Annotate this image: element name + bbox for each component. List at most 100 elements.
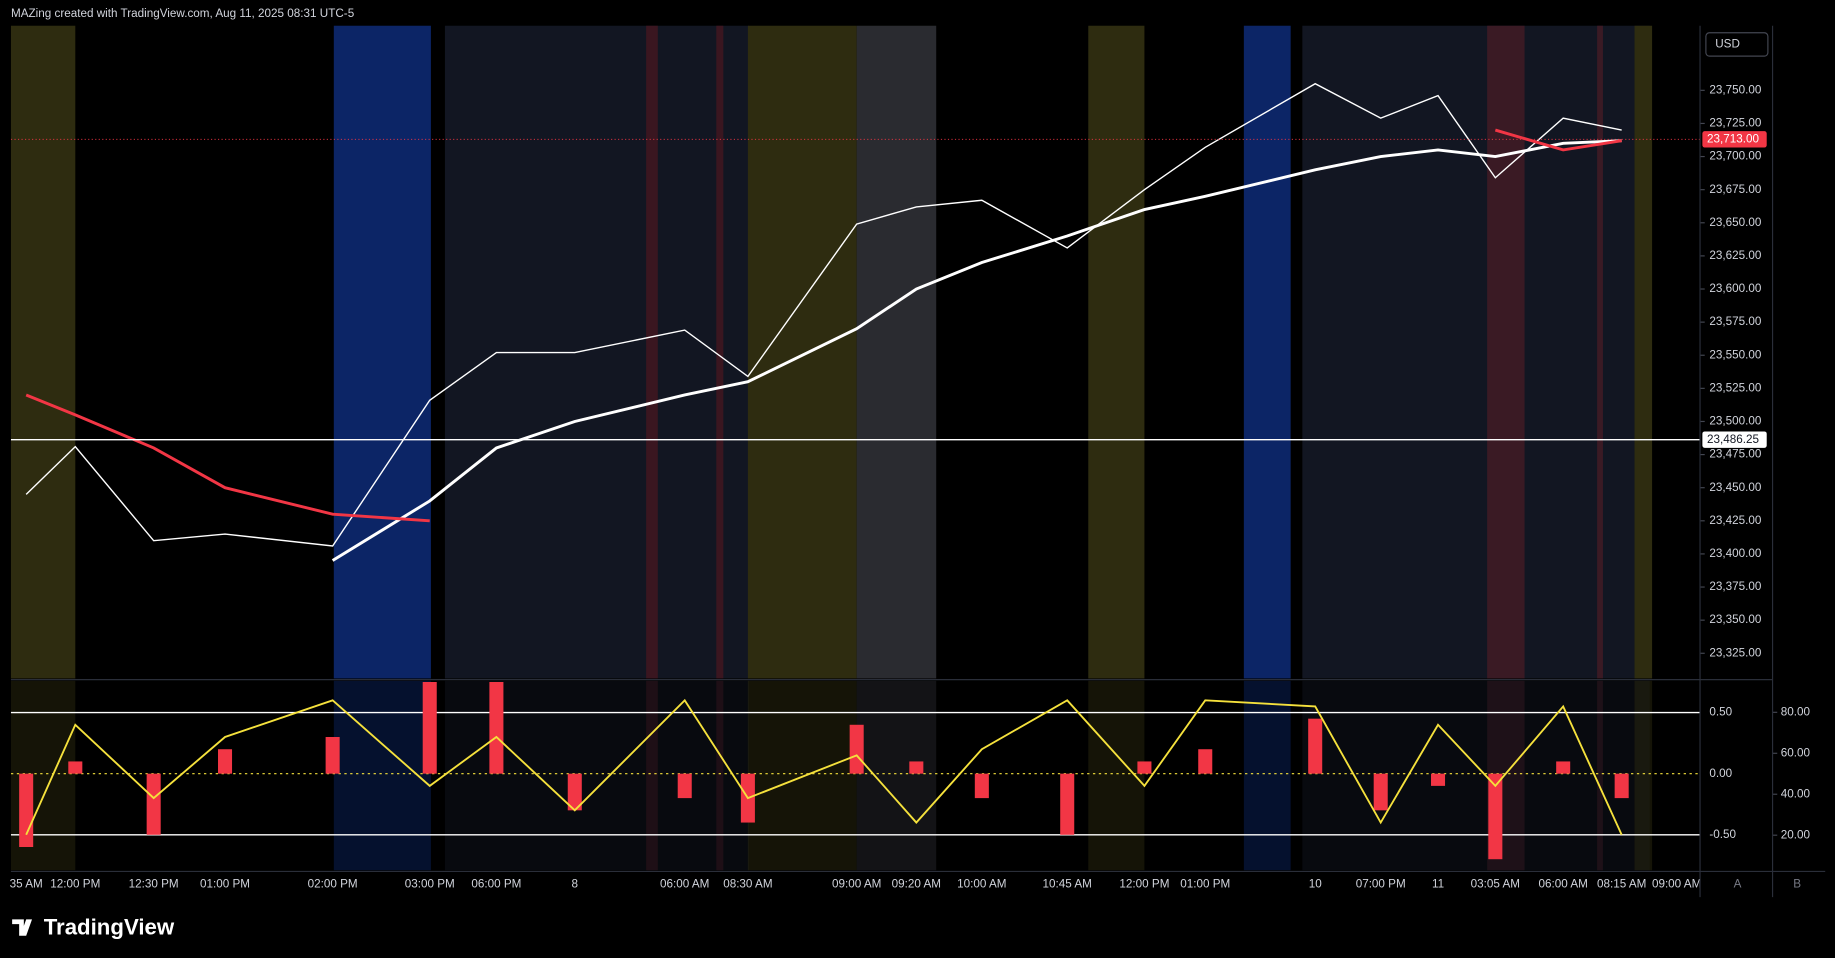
x-tick-label: 35 AM — [10, 877, 43, 890]
y-tick-label: 23,500.00 — [1709, 415, 1761, 428]
x-tick-label: 07:00 PM — [1356, 877, 1406, 890]
y-tick-label: 23,550.00 — [1709, 348, 1761, 361]
y-tick-label: 0.00 — [1709, 767, 1732, 780]
y2-tick-label: 20.00 — [1781, 828, 1811, 841]
y-tick-label: 23,650.00 — [1709, 216, 1761, 229]
session-band — [1088, 25, 1145, 679]
x-tick-label: 12:00 PM — [50, 877, 100, 890]
histogram-bar — [68, 761, 83, 774]
histogram-bar — [325, 736, 340, 774]
y-tick-label: 23,725.00 — [1709, 117, 1761, 130]
x-tick-label: 08:30 AM — [723, 877, 772, 890]
chart-title: MAZing created with TradingView.com, Aug… — [11, 7, 355, 20]
y-tick-label: 23,375.00 — [1709, 580, 1761, 593]
y-tick-label: 23,600.00 — [1709, 282, 1761, 295]
session-band — [1487, 25, 1525, 679]
session-band — [1597, 25, 1603, 679]
histogram-bar — [1060, 773, 1075, 835]
x-tick-label: 03:05 AM — [1471, 877, 1520, 890]
histogram-bar — [422, 681, 437, 774]
histogram-bar — [489, 681, 504, 774]
x-tick-label: 10:45 AM — [1043, 877, 1092, 890]
session-band — [1634, 25, 1653, 679]
histogram-bar — [19, 773, 34, 847]
x-tick-label: 11 — [1432, 877, 1444, 890]
y-tick-label: 23,350.00 — [1709, 613, 1761, 626]
y-tick-label: 23,675.00 — [1709, 183, 1761, 196]
chart-layer: 23,325.00 23,350.00 23,375.00 23,400.00 23,4… — [10, 82, 1811, 890]
price-label-box — [1702, 131, 1767, 148]
x-tick-label: 10:00 AM — [957, 877, 1006, 890]
x-tick-label: 09:00 AM — [832, 877, 881, 890]
y-tick-label: 23,400.00 — [1709, 547, 1761, 560]
scale-button[interactable]: B — [1793, 877, 1801, 890]
x-tick-label: 12:30 PM — [129, 877, 179, 890]
histogram-bar — [849, 724, 864, 774]
histogram-bar — [1198, 749, 1213, 774]
session-band — [1597, 680, 1603, 871]
histogram-bar — [1556, 761, 1571, 774]
session-band — [747, 680, 857, 871]
y2-tick-label: 80.00 — [1781, 705, 1811, 718]
series-line — [1494, 128, 1622, 152]
currency-label[interactable]: USD — [1715, 38, 1740, 51]
x-tick-label: 01:00 PM — [1180, 877, 1230, 890]
x-tick-label: 06:00 PM — [471, 877, 521, 890]
price-label-box — [1702, 431, 1767, 448]
session-band — [856, 25, 937, 679]
scale-button[interactable]: A — [1734, 877, 1742, 890]
series-line — [25, 82, 1622, 547]
session-band — [1243, 25, 1291, 679]
histogram-bar — [677, 773, 692, 799]
session-band — [856, 680, 937, 871]
x-tick-label: 09:00 AM — [1652, 877, 1701, 890]
histogram-bar — [909, 761, 924, 774]
brand: TradingView — [44, 915, 175, 940]
y-tick-label: 23,325.00 — [1709, 646, 1761, 659]
y-tick-label: 23,425.00 — [1709, 514, 1761, 527]
x-tick-label: 06:00 AM — [660, 877, 709, 890]
session-band — [1243, 680, 1291, 871]
y-tick-label: 23,475.00 — [1709, 448, 1761, 461]
histogram-bar — [1488, 773, 1503, 860]
y-tick-label: 23,625.00 — [1709, 249, 1761, 262]
session-band — [716, 680, 724, 871]
series-line — [25, 698, 1623, 836]
x-tick-label: 12:00 PM — [1119, 877, 1169, 890]
y-tick-label: 23,450.00 — [1709, 481, 1761, 494]
currency-box[interactable] — [1705, 32, 1769, 57]
session-band — [646, 25, 658, 679]
x-tick-label: 10 — [1309, 877, 1323, 890]
y-tick-label: 23,575.00 — [1709, 315, 1761, 328]
session-band — [444, 25, 750, 679]
histogram-bar — [1373, 773, 1388, 811]
histogram-bar — [218, 749, 233, 774]
x-tick-label: 02:00 PM — [308, 877, 358, 890]
session-band — [10, 25, 76, 679]
y-tick-label: 0.50 — [1709, 706, 1732, 719]
histogram-bar — [146, 773, 161, 835]
session-band — [1634, 680, 1653, 871]
session-band — [333, 680, 431, 871]
session-band — [333, 25, 431, 679]
session-band — [1302, 25, 1650, 679]
y2-tick-label: 40.00 — [1781, 787, 1811, 800]
histogram-bar — [1308, 718, 1323, 774]
y-tick-label: 23,525.00 — [1709, 381, 1761, 394]
session-band — [747, 25, 857, 679]
x-tick-label: 08:15 AM — [1597, 877, 1646, 890]
y-tick-label: 23,700.00 — [1709, 150, 1761, 163]
histogram-bar — [1614, 773, 1629, 799]
session-band — [646, 680, 658, 871]
price-label: 23,713.00 — [1707, 132, 1759, 145]
x-tick-label: 09:20 AM — [892, 877, 941, 890]
histogram-bar — [1431, 773, 1446, 786]
histogram-bar — [974, 773, 989, 799]
histogram-bar — [1137, 761, 1152, 774]
series-line — [25, 393, 430, 523]
session-band — [716, 25, 724, 679]
y2-tick-label: 60.00 — [1781, 746, 1811, 759]
price-label: 23,486.25 — [1707, 433, 1759, 446]
